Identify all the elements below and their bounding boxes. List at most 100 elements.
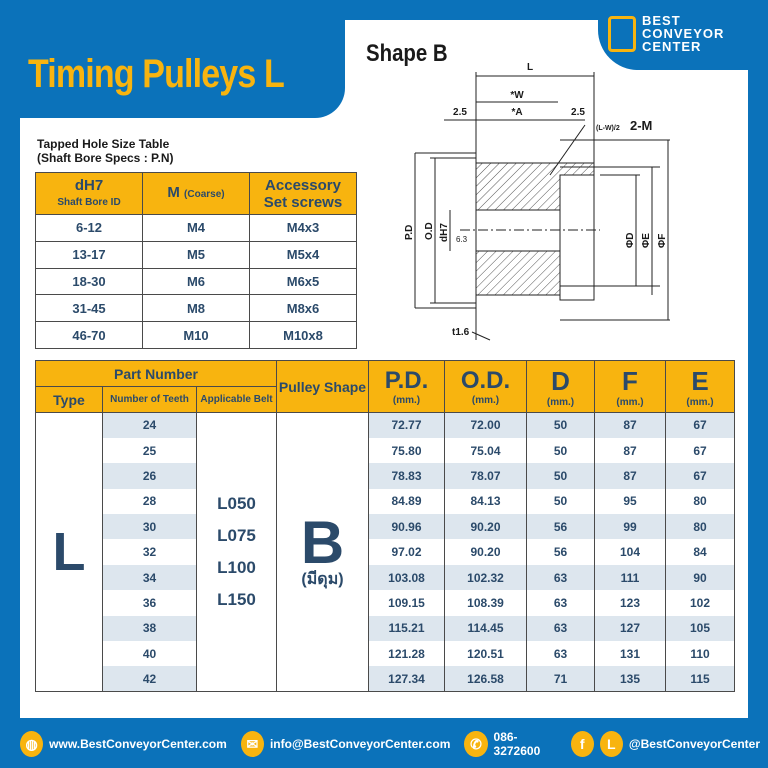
svg-text:6.3: 6.3	[456, 235, 468, 244]
svg-text:2-M: 2-M	[630, 118, 652, 133]
table-cell: M5x4	[249, 240, 357, 269]
teeth-cell: 24	[102, 412, 197, 438]
value-cell: 87	[594, 437, 666, 464]
value-cell: 103.08	[368, 564, 445, 591]
header-bore: dH7 Shaft Bore ID	[35, 172, 143, 215]
value-cell: 56	[526, 514, 595, 540]
table-cell: M5	[142, 240, 250, 269]
table-row: 30 90.96 90.20 56 99 80	[36, 514, 735, 540]
logo: BEST CONVEYOR CENTER	[642, 13, 725, 54]
globe-icon: ◍	[20, 731, 44, 757]
header-pulley-shape: Pulley Shape	[276, 360, 369, 413]
table-cell: M6	[142, 267, 250, 296]
shape-label: B	[300, 509, 345, 577]
teeth-cell: 25	[102, 437, 197, 464]
value-cell: 90.20	[444, 539, 527, 565]
belt-label: L050	[217, 494, 256, 514]
value-cell: 135	[594, 666, 666, 693]
table-cell: M4	[142, 214, 250, 242]
value-cell: 99	[594, 514, 666, 540]
header-part-number: Part Number	[35, 360, 277, 387]
value-cell: 63	[526, 590, 595, 616]
table-cell: M6x5	[249, 267, 357, 296]
value-cell: 95	[594, 488, 666, 515]
table-row: 25 75.80 75.04 50 87 67	[36, 437, 735, 464]
page-title: Timing Pulleys L	[28, 52, 285, 96]
value-cell: 90.20	[444, 514, 527, 540]
phone-number[interactable]: 086-3272600	[493, 730, 541, 758]
value-cell: 111	[594, 564, 666, 591]
table-row: 42 127.34 126.58 71 135 115	[36, 666, 735, 693]
title-banner	[0, 0, 345, 118]
teeth-cell: 38	[102, 615, 197, 642]
value-cell: 90.96	[368, 514, 445, 540]
teeth-cell: 28	[102, 488, 197, 515]
table-cell: 13-17	[35, 240, 143, 269]
header-type: Type	[35, 386, 103, 413]
caption-line: (Shaft Bore Specs : P.N)	[37, 151, 174, 165]
header-belt: Applicable Belt	[196, 386, 277, 413]
value-cell: 120.51	[444, 641, 527, 667]
table-row: 13-17 M5 M5x4	[35, 240, 357, 269]
table-row: L 24 L050 L075 L100 L150 B (มีดุม) 72.77 72.00 50 8…	[35, 412, 735, 693]
value-cell: 127.34	[368, 666, 445, 693]
logo-area	[598, 0, 768, 70]
value-cell: 102.32	[444, 564, 527, 591]
table-cell: 6-12	[35, 214, 143, 242]
svg-text:*W: *W	[510, 90, 524, 101]
svg-text:(L-W)/2: (L-W)/2	[596, 125, 620, 132]
shape-note: (มีดุม)	[301, 571, 344, 589]
svg-text:*A: *A	[511, 107, 522, 118]
table-cell: 46-70	[35, 321, 143, 349]
footer: ◍ www.BestConveyorCenter.com ✉ info@Best…	[0, 726, 768, 762]
belt-label: L075	[217, 526, 256, 546]
value-cell: 109.15	[368, 590, 445, 616]
header-f: F (mm.)	[594, 360, 666, 413]
table-cell: 18-30	[35, 267, 143, 296]
website-link[interactable]: www.BestConveyorCenter.com	[49, 737, 227, 751]
belt-cell: L050 L075 L100 L150	[196, 412, 277, 693]
value-cell: 50	[526, 463, 595, 489]
svg-text:O.D: O.D	[424, 222, 435, 240]
table-row: 46-70 M10 M10x8	[35, 321, 357, 349]
belt-label: L100	[217, 558, 256, 578]
value-cell: 84.13	[444, 488, 527, 515]
value-cell: 80	[665, 514, 735, 540]
teeth-cell: 36	[102, 590, 197, 616]
table-cell: M8x6	[249, 294, 357, 323]
value-cell: 87	[594, 463, 666, 489]
value-cell: 90	[665, 564, 735, 591]
facebook-icon[interactable]: f	[570, 731, 594, 757]
value-cell: 87	[594, 412, 666, 438]
email-link[interactable]: info@BestConveyorCenter.com	[269, 737, 451, 751]
table-row: 6-12 M4 M4x3	[35, 214, 357, 242]
value-cell: 127	[594, 615, 666, 642]
line-icon[interactable]: L	[599, 731, 623, 757]
header-e: E (mm.)	[665, 360, 735, 413]
phone-icon: ✆	[464, 731, 488, 757]
header-od: O.D. (mm.)	[444, 360, 527, 413]
table-row: 34 103.08 102.32 63 111 90	[36, 564, 735, 591]
table-row: 28 84.89 84.13 50 95 80	[36, 488, 735, 515]
table-cell: 31-45	[35, 294, 143, 323]
header-setscrew: Accessory Set screws	[249, 172, 357, 215]
value-cell: 114.45	[444, 615, 527, 642]
value-cell: 126.58	[444, 666, 527, 693]
belt-label: L150	[217, 590, 256, 610]
value-cell: 63	[526, 564, 595, 591]
teeth-cell: 42	[102, 666, 197, 693]
value-cell: 75.80	[368, 437, 445, 464]
teeth-cell: 26	[102, 463, 197, 489]
social-handle[interactable]: @BestConveyorCenter	[628, 737, 760, 751]
value-cell: 131	[594, 641, 666, 667]
value-cell: 115	[665, 666, 735, 693]
svg-text:ΦD: ΦD	[625, 233, 636, 248]
value-cell: 50	[526, 488, 595, 515]
svg-text:2.5: 2.5	[453, 107, 467, 118]
teeth-cell: 30	[102, 514, 197, 540]
tapped-hole-table: dH7 Shaft Bore ID M (Coarse) Accessory Set…	[35, 172, 357, 349]
value-cell: 50	[526, 437, 595, 464]
logo-icon	[608, 16, 636, 52]
value-cell: 121.28	[368, 641, 445, 667]
teeth-cell: 34	[102, 564, 197, 591]
